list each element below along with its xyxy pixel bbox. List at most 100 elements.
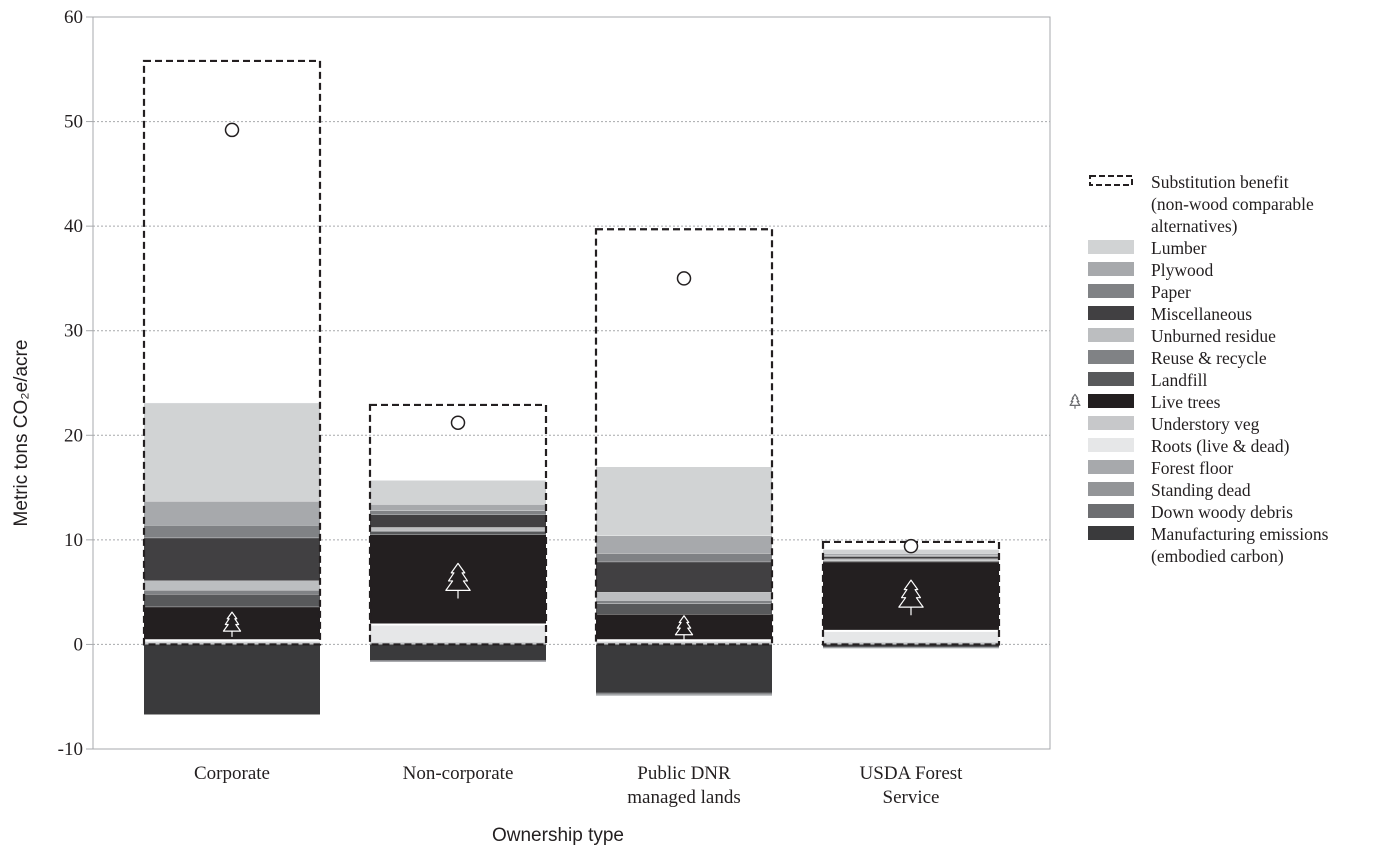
bar-segment xyxy=(370,527,546,531)
y-tick-label: 0 xyxy=(74,634,84,655)
legend-label: Miscellaneous xyxy=(1151,304,1252,324)
legend: Substitution benefit(non-wood comparable… xyxy=(1069,172,1329,566)
legend-label: Paper xyxy=(1151,282,1191,302)
tree-icon xyxy=(898,579,924,616)
bar-segment xyxy=(596,553,772,562)
tree-icon-shape xyxy=(898,579,924,616)
data-point-marker xyxy=(676,271,692,286)
bar-segment-negative xyxy=(596,693,772,695)
legend-item: Understory veg xyxy=(1088,414,1260,434)
legend-swatch xyxy=(1088,240,1134,254)
bar-segment-negative xyxy=(370,660,546,662)
legend-label: Understory veg xyxy=(1151,414,1260,434)
bar-group xyxy=(594,228,774,696)
bar-segment-negative xyxy=(596,694,772,696)
bar-segment xyxy=(596,561,772,593)
legend-swatch xyxy=(1088,328,1134,342)
bar-segment xyxy=(370,510,546,515)
bar-segment-negative xyxy=(823,646,999,648)
plot-frame xyxy=(92,16,1051,750)
legend-item: Reuse & recycle xyxy=(1088,348,1267,368)
legend-label: Lumber xyxy=(1151,238,1207,258)
legend-item: Substitution benefit(non-wood comparable… xyxy=(1089,172,1314,236)
bar-segment-roots xyxy=(823,630,999,645)
tree-icon-shape xyxy=(222,611,242,637)
bar-segment xyxy=(596,466,772,536)
y-tick-label: 60 xyxy=(64,7,83,28)
legend-swatch xyxy=(1088,372,1134,386)
bar-segment-negative xyxy=(370,661,546,662)
tree-icon-shape xyxy=(674,615,694,641)
axes: -10 0 10 20 30 40 50 60 Corporate Non-corporate Pu… xyxy=(58,7,1051,808)
legend-label: Down woody debris xyxy=(1151,502,1293,522)
bar-segment-negative xyxy=(370,644,546,661)
bar-group xyxy=(142,59,322,715)
bar-segment xyxy=(370,514,546,528)
bar-segment xyxy=(144,580,320,591)
legend-label: Standing dead xyxy=(1151,480,1251,500)
y-tick-label: -10 xyxy=(58,739,83,760)
legend-label: Roots (live & dead) xyxy=(1151,436,1290,456)
bar-segment xyxy=(596,603,772,615)
tree-icon xyxy=(445,562,471,599)
bar-segment xyxy=(370,530,546,532)
bar-segment xyxy=(823,560,999,562)
legend-label: Plywood xyxy=(1151,260,1213,280)
bar-segment-negative xyxy=(596,644,772,693)
bar-segment xyxy=(596,600,772,604)
data-point-marker xyxy=(903,538,919,554)
legend-label: alternatives) xyxy=(1151,216,1238,236)
bar-segment-negative xyxy=(596,692,772,694)
bar-segment xyxy=(370,504,546,511)
legend-item: Live trees xyxy=(1069,392,1221,412)
legend-label: Live trees xyxy=(1151,392,1221,412)
x-tick-label: USDA Forest xyxy=(860,763,964,784)
y-tick-label: 10 xyxy=(64,530,83,551)
legend-label: (embodied carbon) xyxy=(1151,546,1284,566)
bar-segment xyxy=(823,561,999,631)
legend-item: Landfill xyxy=(1088,370,1208,390)
x-axis-title: Ownership type xyxy=(492,825,624,846)
bar-segment-roots xyxy=(596,640,772,645)
legend-item: Unburned residue xyxy=(1088,326,1276,346)
bar-segment xyxy=(823,553,999,556)
tree-icon xyxy=(222,611,242,637)
substitution-benefit-box xyxy=(594,228,774,646)
data-point-marker xyxy=(450,415,466,430)
x-tick-label: Corporate xyxy=(194,763,270,784)
bar-group xyxy=(821,538,1001,649)
bar-segment xyxy=(823,555,999,557)
bars xyxy=(142,59,1001,715)
legend-item: Forest floor xyxy=(1088,458,1233,478)
bar-segment xyxy=(823,558,999,561)
legend-swatch xyxy=(1088,526,1134,540)
legend-swatch xyxy=(1088,306,1134,320)
legend-label: (non-wood comparable xyxy=(1151,194,1314,214)
legend-swatch xyxy=(1088,438,1134,452)
substitution-benefit-box xyxy=(368,403,548,646)
legend-label: Forest floor xyxy=(1151,458,1233,478)
bar-segment xyxy=(144,525,320,538)
legend-item: Down woody debris xyxy=(1088,502,1293,522)
legend-swatch xyxy=(1089,175,1133,186)
bar-segment xyxy=(596,592,772,601)
bar-segment xyxy=(596,535,772,554)
bar-segment xyxy=(370,531,546,535)
tree-icon-shape xyxy=(1069,393,1081,409)
y-tick-label: 20 xyxy=(64,425,83,446)
bar-group xyxy=(368,403,548,662)
legend-swatch xyxy=(1088,262,1134,276)
legend-item: Standing dead xyxy=(1088,480,1251,500)
bar-segment xyxy=(370,534,546,625)
legend-swatch xyxy=(1088,504,1134,518)
legend-swatch xyxy=(1088,350,1134,364)
data-point-marker xyxy=(224,122,240,138)
legend-label: Manufacturing emissions xyxy=(1151,524,1329,544)
x-tick-label: Service xyxy=(883,787,940,808)
legend-item: Manufacturing emissions(embodied carbon) xyxy=(1088,524,1329,566)
substitution-benefit-box xyxy=(142,59,322,646)
legend-item: Plywood xyxy=(1088,260,1213,280)
bar-segment-negative xyxy=(823,647,999,649)
legend-label: Substitution benefit xyxy=(1151,172,1289,192)
